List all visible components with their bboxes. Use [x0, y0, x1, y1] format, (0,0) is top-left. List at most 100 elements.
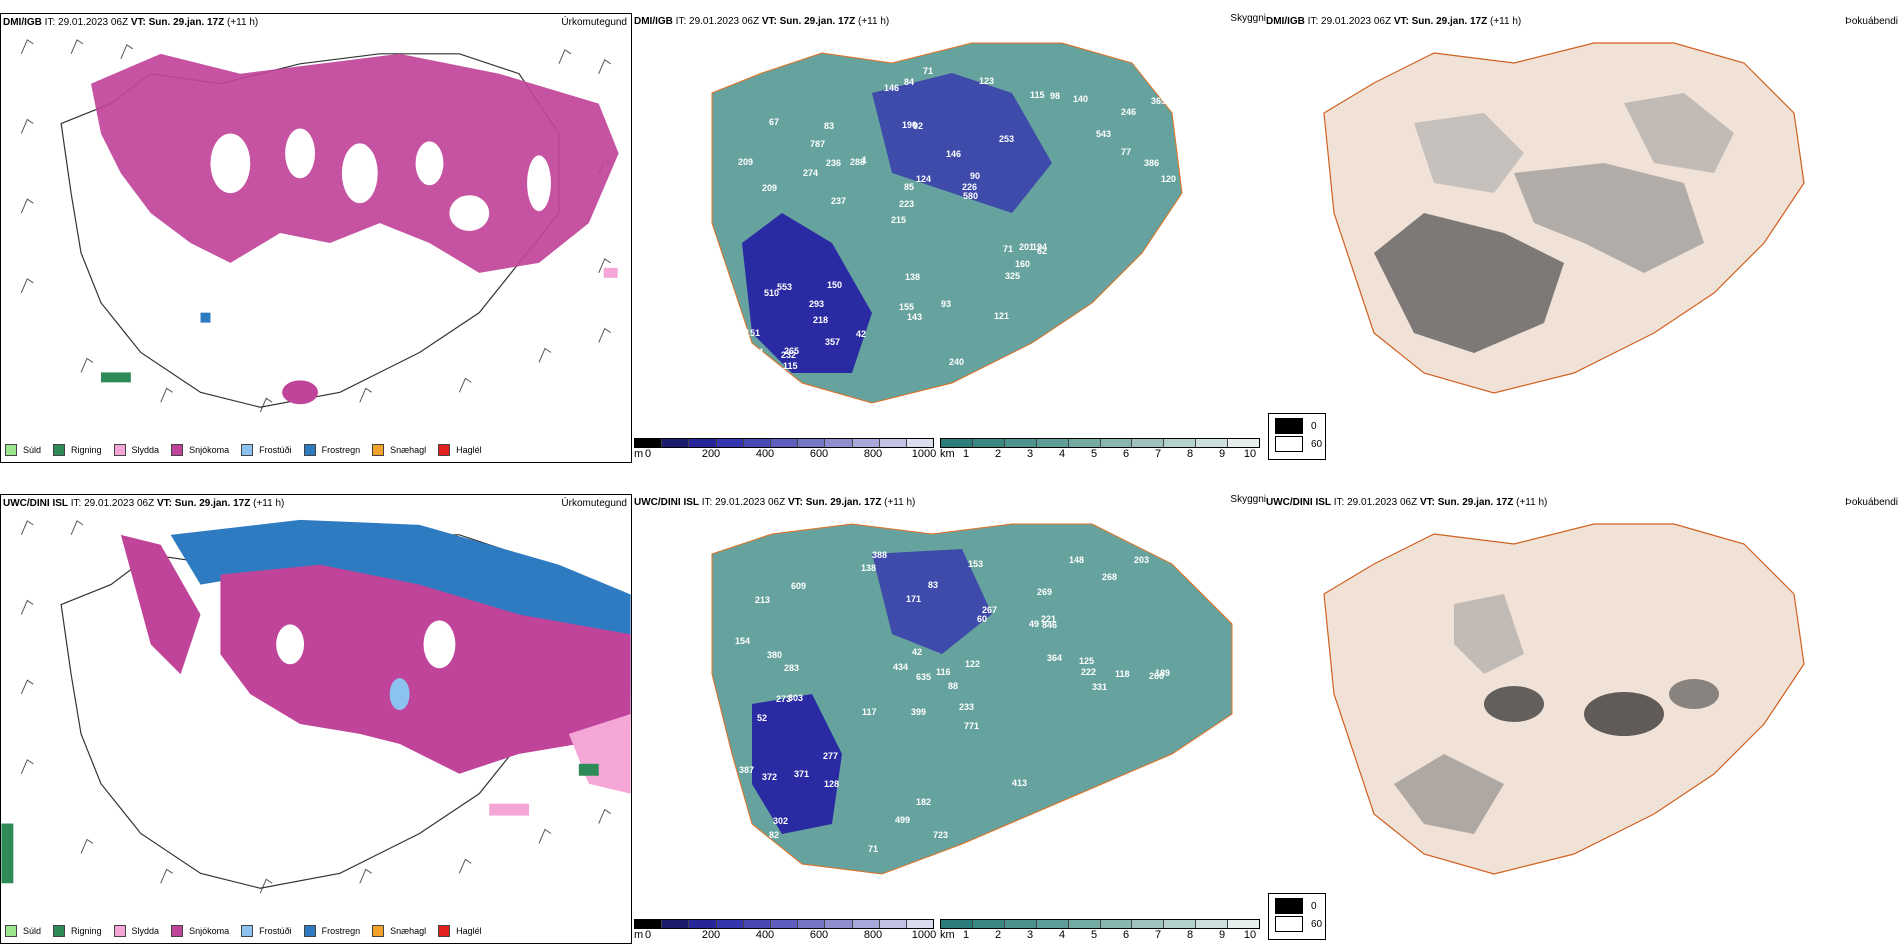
colorbar-segment — [689, 920, 717, 928]
colorbar-segment — [798, 920, 826, 928]
colorbar-segment — [1164, 439, 1197, 447]
elevation-tick: 800 — [863, 448, 883, 460]
colorbar-segment — [743, 439, 771, 447]
cloud-base-value: 52 — [757, 713, 767, 723]
cloud-base-value: 222 — [1081, 667, 1096, 677]
visibility-colorbar: km 1 2 3 4 5 6 7 8 9 10 — [940, 919, 1260, 943]
panel-title: Skyggni — [1230, 13, 1266, 24]
cloud-base-value: 200 — [1149, 671, 1164, 681]
cloud-base-value: 215 — [891, 215, 906, 225]
legend-swatch — [372, 925, 385, 937]
visibility-tick: 5 — [1090, 448, 1098, 460]
cloud-base-value: 148 — [1069, 555, 1084, 565]
cloud-base-value: 331 — [1092, 682, 1107, 692]
colorbar-segment — [1036, 920, 1069, 928]
cloud-base-value: 84 — [904, 77, 914, 87]
legend-item: Snæhagl — [372, 444, 426, 456]
fog-key-swatch — [1275, 418, 1303, 434]
colorbar-segment — [1068, 920, 1101, 928]
cloud-base-value: 67 — [769, 117, 779, 127]
colorbar-segment — [1132, 920, 1165, 928]
legend-item: Slydda — [113, 925, 159, 937]
cloud-base-value: 369 — [1092, 795, 1107, 805]
fog-key-dmi: 0 60 — [1268, 413, 1326, 460]
colorbar-segment — [1164, 920, 1197, 928]
cloud-base-value: 213 — [755, 595, 770, 605]
colorbar-segment — [825, 439, 853, 447]
legend-swatch — [171, 925, 184, 937]
visibility-tick: 10 — [1243, 929, 1257, 941]
cloud-base-value: 189 — [1155, 668, 1170, 678]
cloud-base-value: 413 — [1012, 778, 1027, 788]
cloud-base-value: 171 — [906, 594, 921, 604]
elevation-tick: 600 — [809, 929, 829, 941]
visibility-tick: 3 — [1026, 929, 1034, 941]
cloud-base-value: 137 — [1114, 341, 1129, 351]
panel-header: UWC/DINI ISL IT: 29.01.2023 06Z VT: Sun.… — [3, 498, 285, 509]
cloud-base-value: 499 — [895, 815, 910, 825]
cloud-base-value: 273 — [776, 694, 791, 704]
colorbar-segment — [1068, 439, 1101, 447]
cloud-base-value: 88 — [948, 681, 958, 691]
cloud-base-value: 98 — [1050, 91, 1060, 101]
cloud-base-value: 153 — [968, 559, 983, 569]
fog-panel-uwc: UWC/DINI ISL IT: 29.01.2023 06Z VT: Sun.… — [1264, 494, 1900, 894]
cloud-base-value: 209 — [762, 183, 777, 193]
fog-map-uwc — [1323, 523, 1805, 875]
elevation-tick: 800 — [863, 929, 883, 941]
legend-swatch — [171, 444, 184, 456]
visibility-tick: 5 — [1090, 929, 1098, 941]
cloud-base-value: 146 — [946, 149, 961, 159]
visibility-colorbar: km 1 2 3 4 5 6 7 8 9 10 — [940, 438, 1260, 462]
panel-header: DMI/IGB IT: 29.01.2023 06Z VT: Sun. 29.j… — [634, 16, 890, 27]
cloud-base-value: 776 — [1158, 763, 1173, 773]
cloud-base-value: 387 — [739, 765, 754, 775]
visibility-tick: 7 — [1154, 929, 1162, 941]
panel-title: Þokuábendi — [1845, 497, 1898, 508]
cloud-base-value: 138 — [861, 563, 876, 573]
cloud-map-uwc: 388 269 200 399 771 303 213 49 52 60 88 82 138 117 54 5… — [711, 523, 1233, 875]
colorbar-segment — [1004, 920, 1037, 928]
colorbar-segment — [972, 439, 1005, 447]
cloud-base-value: 240 — [949, 357, 964, 367]
precip-legend: Súld Rigning Slydda Snjókoma Frostúði Fr… — [5, 923, 494, 939]
cloud-base-value: 635 — [916, 672, 931, 682]
legend-swatch — [372, 444, 385, 456]
cloud-base-value: 42 — [912, 647, 922, 657]
cloud-base-value: 154 — [735, 636, 750, 646]
fog-key-swatch — [1275, 436, 1303, 452]
panel-title: Þokuábendi — [1845, 16, 1898, 27]
cloud-base-value: 293 — [809, 299, 824, 309]
cloud-base-value: 723 — [933, 830, 948, 840]
legend-swatch — [241, 444, 254, 456]
visibility-tick: 4 — [1058, 448, 1066, 460]
elevation-tick: 0 — [644, 448, 652, 460]
cloud-base-value: 120 — [1144, 277, 1159, 287]
cloud-base-value: 580 — [963, 191, 978, 201]
cloud-base-value: 121 — [994, 311, 1009, 321]
colorbar-segment — [972, 920, 1005, 928]
cloud-base-value: 846 — [1042, 620, 1057, 630]
precip-map-dmi — [20, 39, 619, 413]
cloud-base-value: 83 — [824, 121, 834, 131]
cloud-base-value: 371 — [794, 769, 809, 779]
colorbar-segment — [1196, 439, 1229, 447]
cloud-base-value: 182 — [916, 797, 931, 807]
colorbar-segment — [852, 439, 880, 447]
legend-item: Slydda — [113, 444, 159, 456]
colorbar-segment — [1100, 920, 1133, 928]
legend-item: Snjókoma — [171, 925, 229, 937]
colorbar-segment — [798, 439, 826, 447]
cloud-base-value: 434 — [893, 662, 908, 672]
visibility-unit: km — [940, 448, 955, 460]
legend-item: Frostúði — [241, 925, 292, 937]
cloud-base-value: 160 — [1015, 259, 1030, 269]
legend-item: Frostúði — [241, 444, 292, 456]
cloud-base-value: 117 — [862, 707, 877, 717]
colorbar-segment — [635, 920, 663, 928]
colorbar-segment — [1100, 439, 1133, 447]
colorbar-segment — [770, 439, 799, 447]
legend-item: Frostregn — [303, 444, 360, 456]
colorbar-segment — [906, 439, 934, 447]
cloud-base-value: 115 — [1030, 90, 1045, 100]
